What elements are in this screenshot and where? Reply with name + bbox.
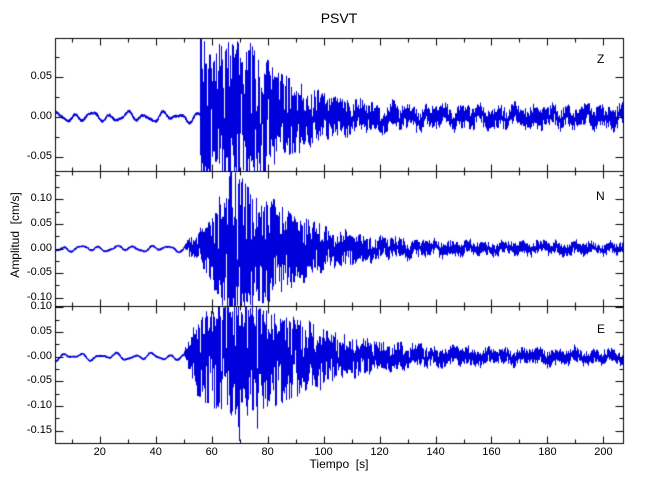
x-tick-label: 160 [482, 446, 501, 458]
panel-label-e: E [597, 322, 606, 336]
x-tick-label: 140 [426, 446, 445, 458]
x-tick-label: 40 [149, 446, 162, 458]
y-tick-label: 0.10 [30, 192, 52, 205]
y-tick-label: 0.00 [30, 241, 52, 254]
x-tick-label: 180 [538, 446, 557, 458]
y-tick-label: -0.00 [26, 349, 52, 362]
y-tick-label: -0.10 [26, 290, 52, 303]
x-tick-label: 20 [93, 446, 106, 458]
x-axis-label: Tiempo [s] [309, 457, 369, 471]
x-tick-label: 60 [205, 446, 218, 458]
chart-title: PSVT [320, 10, 358, 26]
x-tick-label: 80 [261, 446, 274, 458]
y-tick-label: -0.10 [26, 399, 52, 412]
y-tick-label: 0.05 [30, 217, 52, 230]
y-tick-label: -0.05 [26, 266, 52, 279]
y-tick-label: -0.05 [26, 374, 52, 387]
y-tick-label: 0.10 [30, 300, 52, 313]
y-tick-label: -0.05 [26, 150, 52, 163]
y-tick-label: 0.00 [30, 109, 52, 122]
panel-label-n: N [596, 189, 605, 203]
y-tick-label: 0.05 [30, 325, 52, 338]
y-tick-label: -0.15 [26, 423, 52, 436]
panel-label-z: Z [597, 52, 605, 66]
y-tick-label: 0.05 [30, 69, 52, 82]
x-tick-label: 100 [314, 446, 333, 458]
y-axis-label: Amplitud [cm/s] [8, 192, 22, 278]
x-tick-label: 120 [370, 446, 389, 458]
x-tick-label: 200 [594, 446, 613, 458]
